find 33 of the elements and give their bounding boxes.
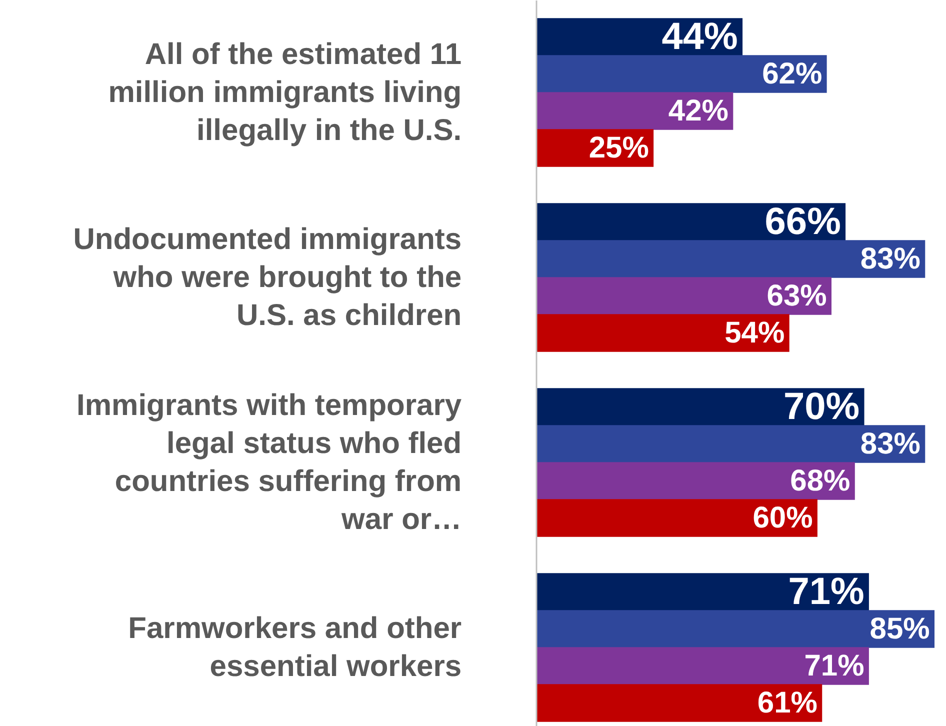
data-label: 70% bbox=[784, 386, 860, 428]
bar bbox=[536, 610, 934, 648]
data-label: 25% bbox=[588, 131, 649, 164]
data-label: 54% bbox=[724, 316, 785, 350]
y-tick-label: Farmworkers and other essential workers bbox=[128, 612, 462, 683]
data-label: 66% bbox=[764, 200, 841, 243]
bar bbox=[536, 314, 790, 352]
bar bbox=[536, 647, 869, 685]
y-tick-label: Undocumented immigrants who were brought to the U.S. as children bbox=[73, 222, 462, 332]
bar bbox=[536, 573, 869, 611]
data-label: 83% bbox=[860, 427, 920, 460]
bar bbox=[536, 684, 822, 722]
data-label: 68% bbox=[790, 464, 850, 498]
data-label: 71% bbox=[788, 570, 864, 613]
data-label: 42% bbox=[668, 94, 728, 128]
bar bbox=[536, 55, 827, 93]
bar bbox=[536, 425, 926, 463]
y-tick-label: Immigrants with temporary legal status who fled countries suffering from war or… bbox=[76, 389, 462, 536]
bar bbox=[536, 499, 818, 537]
data-label: 71% bbox=[804, 649, 864, 682]
bar bbox=[536, 462, 855, 500]
data-label: 61% bbox=[757, 686, 818, 720]
data-label: 60% bbox=[752, 501, 813, 534]
data-label: 62% bbox=[762, 57, 822, 90]
bar bbox=[536, 92, 734, 130]
data-label: 63% bbox=[766, 279, 827, 312]
bar bbox=[536, 240, 926, 278]
bar bbox=[536, 277, 832, 315]
data-label: 85% bbox=[870, 612, 930, 646]
data-label: 83% bbox=[860, 242, 920, 276]
y-tick-label: All of the estimated 11 million immigrants living illegally in the U.S. bbox=[108, 38, 462, 147]
data-label: 44% bbox=[662, 16, 738, 58]
bar bbox=[536, 388, 864, 426]
